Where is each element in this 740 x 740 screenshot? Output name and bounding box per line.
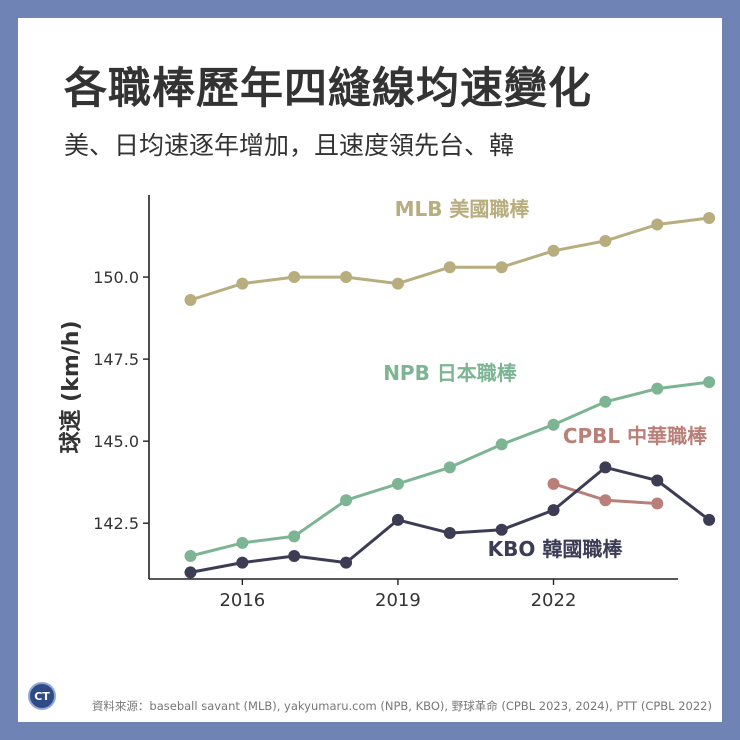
- source-note: 資料來源：baseball savant (MLB), yakyumaru.co…: [91, 699, 712, 713]
- data-point: [236, 536, 249, 549]
- data-point: [391, 477, 404, 490]
- data-point: [184, 550, 197, 563]
- series-label: CPBL 中華職棒: [563, 424, 708, 448]
- data-point: [288, 271, 301, 284]
- series-line: [190, 216, 710, 302]
- x-tick-label: 2022: [531, 590, 577, 611]
- data-point: [547, 418, 560, 431]
- data-point: [391, 277, 404, 290]
- y-axis-label: 球速 (km/h): [58, 320, 84, 453]
- y-tick-label: 142.5: [93, 514, 139, 533]
- data-point: [184, 566, 197, 579]
- data-point: [547, 244, 560, 257]
- data-point: [651, 218, 664, 231]
- series-label: KBO 韓國職棒: [488, 537, 624, 561]
- data-point: [288, 530, 301, 543]
- data-point: [340, 556, 353, 569]
- data-point: [547, 504, 560, 517]
- data-point: [443, 527, 456, 540]
- data-point: [443, 261, 456, 274]
- y-tick-label: 150.0: [93, 268, 139, 287]
- data-point: [651, 497, 664, 510]
- data-point: [651, 474, 664, 487]
- data-point: [236, 556, 249, 569]
- series-line: [190, 465, 711, 574]
- page-subtitle: 美、日均速逐年增加，且速度領先台、韓: [64, 131, 515, 160]
- data-point: [599, 494, 612, 507]
- data-point: [599, 234, 612, 247]
- data-point: [651, 382, 664, 395]
- data-point: [599, 461, 612, 474]
- data-point: [340, 494, 353, 507]
- data-point: [547, 477, 560, 490]
- data-point: [495, 438, 508, 451]
- data-point: [391, 513, 404, 526]
- page-title: 各職棒歷年四縫線均速變化: [64, 64, 592, 114]
- series-label: NPB 日本職棒: [383, 361, 518, 385]
- y-tick-label: 145.0: [93, 432, 139, 451]
- data-point: [236, 277, 249, 290]
- brand-logo: CT: [28, 682, 56, 710]
- data-point: [495, 261, 508, 274]
- data-point: [288, 550, 301, 563]
- data-point: [495, 523, 508, 536]
- series-label: MLB 美國職棒: [395, 197, 531, 221]
- y-tick-label: 147.5: [93, 350, 139, 369]
- infographic-card: 各職棒歷年四縫線均速變化 美、日均速逐年增加，且速度領先台、韓 CT 資料來源：…: [18, 18, 722, 722]
- x-tick-label: 2016: [219, 590, 265, 611]
- data-point: [599, 395, 612, 408]
- data-point: [703, 513, 716, 526]
- x-tick-label: 2019: [375, 590, 421, 611]
- data-point: [703, 211, 716, 224]
- data-point: [184, 294, 197, 307]
- data-point: [340, 271, 353, 284]
- data-point: [443, 461, 456, 474]
- data-point: [703, 376, 716, 389]
